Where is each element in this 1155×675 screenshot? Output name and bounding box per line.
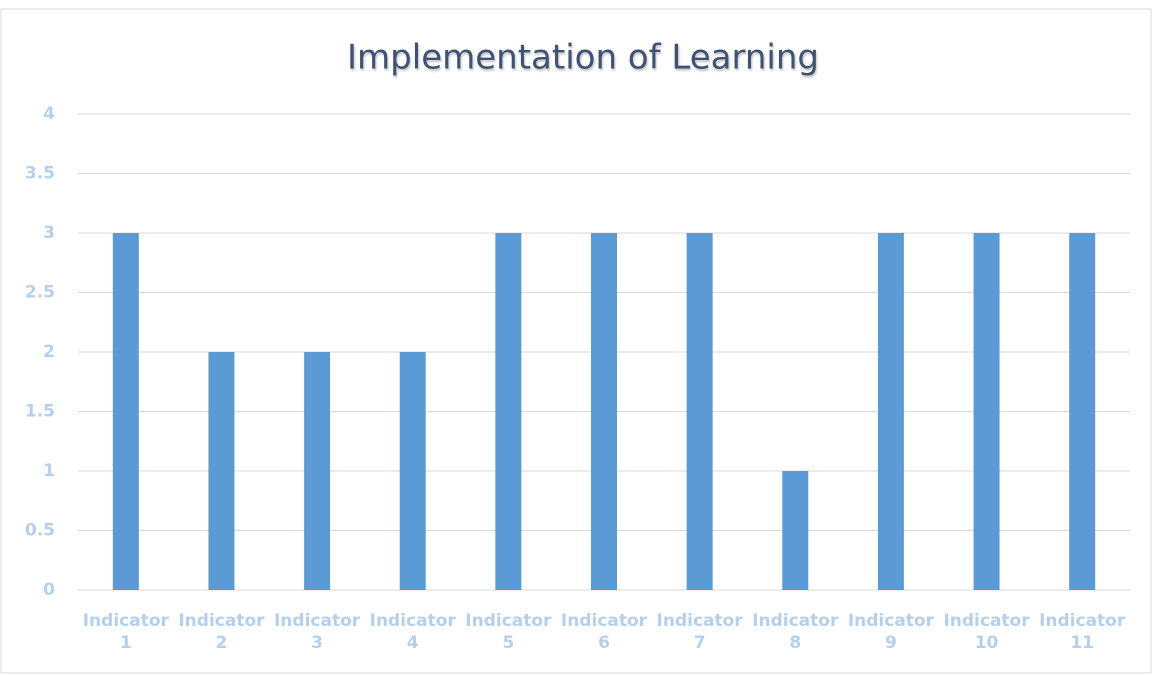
y-tick-label: 1 [43, 461, 55, 481]
x-tick-label: Indicator 4 [369, 611, 456, 653]
bar [591, 233, 617, 590]
y-tick-label: 0.5 [25, 521, 55, 541]
y-tick-label: 0 [43, 580, 55, 600]
x-tick-label: Indicator 7 [656, 611, 743, 653]
y-tick-label: 2 [43, 342, 55, 362]
x-tick-label: Indicator 10 [943, 611, 1030, 653]
x-tick-label: Indicator 6 [560, 611, 648, 653]
x-tick-label: Indicator 2 [178, 611, 265, 653]
y-tick-label: 2.5 [25, 283, 55, 303]
bar [304, 352, 331, 590]
bar [399, 352, 426, 590]
x-tick-label: Indicator 8 [752, 611, 839, 653]
x-tick-label: Indicator 3 [273, 611, 361, 653]
chart-title: Implementation of Learning [347, 38, 819, 78]
x-tick-label: Indicator 9 [847, 611, 934, 653]
bar [112, 233, 139, 590]
bar [495, 233, 522, 590]
bar [782, 471, 809, 590]
chart-border [0, 8, 1152, 674]
y-tick-label: 1.5 [25, 402, 55, 422]
bar [973, 233, 1000, 590]
x-tick-label: Indicator 1 [82, 611, 169, 653]
x-tick-label: Indicator 5 [465, 611, 552, 653]
bar [1069, 233, 1096, 590]
y-tick-label: 3 [43, 223, 55, 243]
bar [208, 352, 235, 590]
y-tick-label: 3.5 [25, 164, 55, 184]
x-tick-label: Indicator 11 [1039, 611, 1126, 653]
bar [686, 233, 713, 590]
bar [877, 233, 904, 590]
y-tick-label: 4 [43, 104, 55, 124]
